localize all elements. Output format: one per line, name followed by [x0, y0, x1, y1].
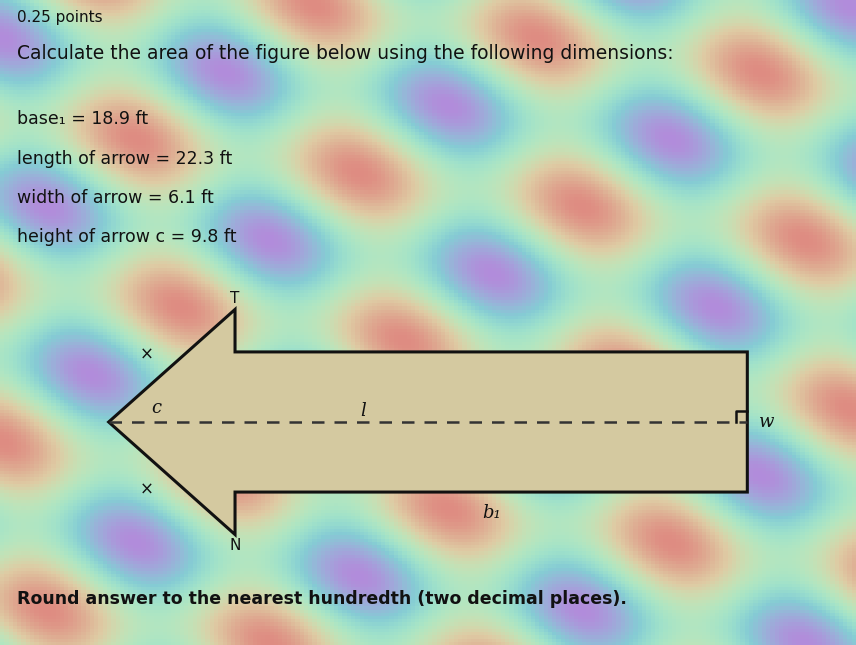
Text: b₁: b₁ — [482, 504, 501, 522]
Text: c: c — [152, 399, 162, 417]
Polygon shape — [109, 310, 747, 535]
Text: Round answer to the nearest hundredth (two decimal places).: Round answer to the nearest hundredth (t… — [17, 590, 627, 608]
Text: length of arrow = 22.3 ft: length of arrow = 22.3 ft — [17, 150, 232, 168]
Text: Calculate the area of the figure below using the following dimensions:: Calculate the area of the figure below u… — [17, 44, 674, 63]
Text: ×: × — [140, 346, 153, 363]
Text: 0.25 points: 0.25 points — [17, 10, 103, 25]
Text: width of arrow = 6.1 ft: width of arrow = 6.1 ft — [17, 189, 214, 207]
Text: base₁ = 18.9 ft: base₁ = 18.9 ft — [17, 110, 148, 128]
Text: ×: × — [140, 481, 153, 499]
Text: height of arrow c = 9.8 ft: height of arrow c = 9.8 ft — [17, 228, 236, 246]
Text: T: T — [230, 291, 240, 306]
Text: N: N — [229, 538, 241, 553]
Text: w: w — [758, 413, 774, 431]
Text: l: l — [360, 401, 366, 419]
